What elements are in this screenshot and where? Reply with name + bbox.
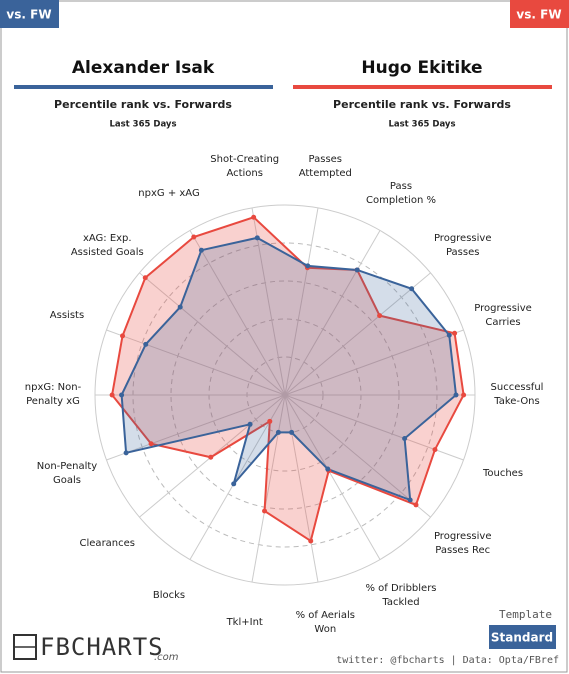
radar-point [231, 481, 237, 487]
radar-point [402, 436, 408, 442]
radar-point [413, 502, 419, 508]
badge: vs. FW [516, 8, 561, 22]
axis-label: Touches [482, 468, 524, 480]
axis-label: Passes Attempted [298, 153, 352, 179]
axis-label: Shot-Creating Actions [210, 153, 280, 179]
radar-point [120, 333, 126, 339]
badge: vs. FW [6, 8, 51, 22]
logo-domain: .com [154, 652, 179, 663]
radar-point [461, 392, 467, 398]
radar-point [354, 267, 360, 273]
radar-point [262, 508, 268, 514]
badge-bg [0, 0, 59, 28]
radar-point [208, 454, 214, 460]
axis-label: Clearances [79, 538, 136, 550]
axis-label: % of Dribblers Tackled [365, 582, 437, 608]
radar-point [377, 313, 383, 319]
template-button-label[interactable]: Standard [491, 631, 553, 645]
template-label: Template [499, 608, 552, 621]
spoke [106, 394, 286, 461]
radar-point [191, 234, 197, 240]
spoke [284, 394, 431, 518]
axis-label: npxG: Non- Penalty xG [24, 382, 82, 407]
axis-label: Successful Take-Ons [490, 382, 544, 407]
template-button[interactable] [489, 625, 556, 649]
radar-point [143, 341, 149, 347]
legend-bar [14, 85, 273, 89]
radar-point [275, 429, 281, 435]
radar-point [247, 421, 253, 427]
spoke [251, 394, 286, 583]
radar-point [452, 330, 458, 336]
radar-point [289, 429, 295, 435]
subtitle: Percentile rank vs. Forwards [54, 98, 232, 111]
radar-point [109, 392, 115, 398]
radar-point [177, 304, 183, 310]
radar-point [407, 497, 413, 503]
spoke [139, 272, 286, 396]
spoke [284, 272, 431, 396]
radar-point [198, 247, 204, 253]
axis-label: % of Aerials Won [295, 610, 355, 636]
spoke [284, 329, 464, 396]
radar-point [308, 538, 314, 544]
radar-point [119, 392, 125, 398]
radar-point [432, 447, 438, 453]
axis-label: Non-Penalty Goals [36, 461, 98, 487]
period: Last 365 Days [388, 120, 455, 130]
radar-point [325, 466, 331, 472]
radar-point [305, 263, 311, 269]
axis-label: Blocks [152, 589, 186, 601]
spoke [284, 394, 381, 560]
radar-point [251, 214, 257, 220]
credit: twitter: @fbcharts | Data: Opta/FBref [336, 655, 559, 666]
subtitle: Percentile rank vs. Forwards [333, 98, 511, 111]
axis-label: npxG + xAG [138, 188, 200, 200]
axis-label: xAG: Exp. Assisted Goals [70, 232, 144, 258]
axis-label: Progressive Carries [474, 302, 532, 328]
axis-label: Progressive Passes [433, 232, 492, 258]
player-name: Alexander Isak [72, 58, 215, 78]
axis-label: Progressive Passes Rec [433, 531, 492, 557]
spoke [189, 230, 286, 396]
radar-point [267, 418, 273, 424]
badge-bg [510, 0, 569, 28]
axis-label: Pass Completion % [366, 181, 436, 207]
spoke [284, 394, 319, 583]
radar-point [453, 392, 459, 398]
radar-point [148, 441, 154, 447]
legend-bar [293, 85, 552, 89]
radar-point [123, 450, 129, 456]
player-name: Hugo Ekitike [361, 58, 482, 78]
radar-point [446, 332, 452, 338]
axis-label: Tkl+Int [226, 617, 263, 629]
logo: FBCHARTS [40, 633, 164, 661]
radar-point [142, 275, 148, 281]
period: Last 365 Days [109, 120, 176, 130]
radar-point [254, 235, 260, 241]
radar-point [409, 286, 415, 292]
spoke [284, 207, 319, 396]
axis-label: Assists [49, 309, 85, 321]
spoke [284, 230, 381, 396]
spoke [106, 329, 286, 396]
